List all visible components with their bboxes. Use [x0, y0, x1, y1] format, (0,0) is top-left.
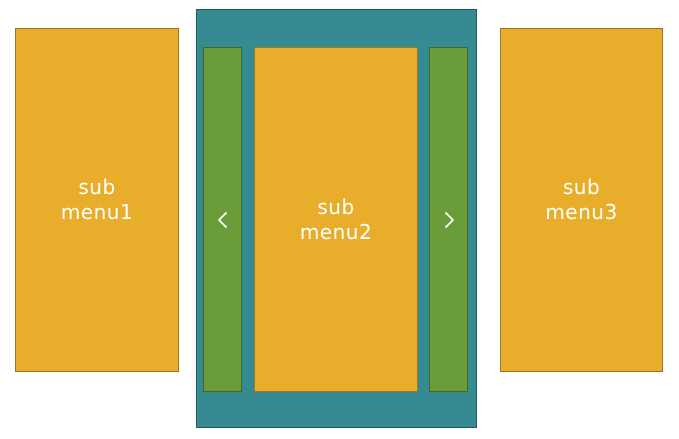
submenu2-panel[interactable]: sub menu2	[254, 47, 418, 392]
prev-button[interactable]	[203, 47, 242, 392]
submenu1-panel[interactable]: sub menu1	[15, 28, 179, 372]
submenu3-label: sub menu3	[545, 175, 618, 224]
chevron-left-icon	[217, 211, 227, 228]
submenu2-label: sub menu2	[299, 194, 373, 244]
submenu1-label: sub menu1	[60, 175, 134, 224]
next-button[interactable]	[429, 47, 468, 392]
submenu3-panel[interactable]: sub menu3	[500, 28, 663, 372]
chevron-right-icon	[444, 211, 454, 228]
